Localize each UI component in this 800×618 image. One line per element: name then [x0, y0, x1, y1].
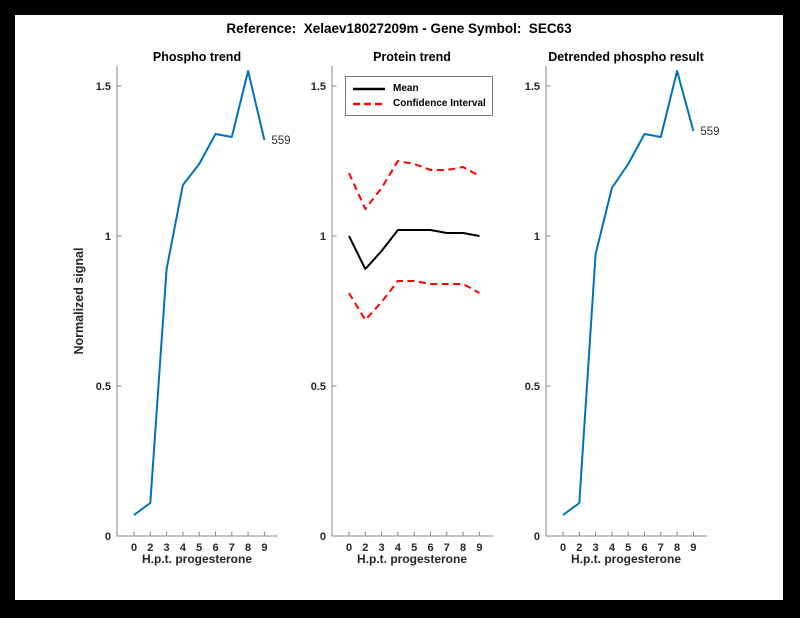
legend-item-mean: Mean — [352, 81, 492, 96]
figure-canvas: 0 0.5 1 1.5 0 2 3 4 5 6 7 8 9 559 0 0.5 1 1.5 0 2 3 4 5 6 7 8 9 0 0.… — [15, 15, 783, 600]
x-tick-label: 7 — [229, 542, 235, 554]
x-tick-label: 5 — [625, 542, 631, 554]
x-tick-label: 5 — [411, 542, 417, 554]
x-tick-label: 9 — [476, 542, 482, 554]
x-tick-label: 3 — [164, 542, 170, 554]
chart-title-protein-trend: Protein trend — [373, 50, 451, 64]
x-axis-label-1: H.p.t. progesterone — [141, 552, 252, 566]
x-tick-label: 4 — [180, 542, 187, 554]
series-end-label: 559 — [271, 135, 290, 147]
mean-line-swatch — [353, 87, 385, 90]
y-tick-label: 0.5 — [311, 381, 326, 393]
x-tick-label: 7 — [444, 542, 450, 554]
x-tick-label: 9 — [690, 542, 696, 554]
phospho-signal-line — [133, 70, 266, 516]
confidence-interval-line-swatch — [353, 102, 385, 105]
x-tick-label: 0 — [131, 542, 137, 554]
plot-area-1: 00.511.50 2 3 4 5 6 7 8 9 — [311, 66, 493, 554]
legend-label-confidence-interval: Confidence Interval — [393, 98, 486, 109]
y-tick-label: 0.5 — [525, 381, 540, 393]
y-tick-label: 1.5 — [311, 81, 326, 93]
x-tick-label: 8 — [460, 542, 466, 554]
y-tick-label: 1 — [320, 231, 326, 243]
y-tick-label: 0.5 — [96, 381, 111, 393]
x-axis-label-2: H.p.t. progesterone — [356, 552, 467, 566]
x-tick-label: 4 — [395, 542, 402, 554]
x-tick-label: 0 — [346, 542, 352, 554]
chart-title-detrended-phospho: Detrended phospho result — [548, 50, 704, 64]
x-tick-label: 6 — [212, 542, 218, 554]
x-tick-label: 2 — [576, 542, 582, 554]
x-tick-label: 0 — [560, 542, 566, 554]
x-tick-label: 8 — [245, 542, 251, 554]
y-tick-label: 1 — [534, 231, 540, 243]
x-tick-label: 6 — [427, 542, 433, 554]
ci-lower-line — [348, 280, 480, 321]
y-tick-label: 1.5 — [525, 81, 540, 93]
x-tick-label: 4 — [609, 542, 616, 554]
mean-line — [348, 229, 480, 270]
y-tick-label: 1 — [105, 231, 111, 243]
legend-label-mean: Mean — [393, 83, 419, 94]
y-tick-label: 0 — [320, 531, 326, 543]
legend-item-confidence-interval: Confidence Interval — [352, 96, 492, 111]
x-tick-label: 7 — [658, 542, 664, 554]
series-end-label: 559 — [700, 126, 719, 138]
x-tick-label: 8 — [674, 542, 680, 554]
y-tick-label: 0 — [534, 531, 540, 543]
ci-upper-line — [348, 160, 480, 210]
x-tick-label: 6 — [641, 542, 647, 554]
x-tick-label: 5 — [196, 542, 202, 554]
x-tick-label: 3 — [593, 542, 599, 554]
x-axis-label-3: H.p.t. progesterone — [570, 552, 681, 566]
chart-title-phospho-trend: Phospho trend — [152, 50, 242, 64]
x-tick-label: 2 — [147, 542, 153, 554]
legend-box: Mean Confidence Interval — [345, 76, 493, 116]
x-tick-label: 3 — [379, 542, 385, 554]
y-tick-label: 1.5 — [96, 81, 111, 93]
y-tick-label: 0 — [105, 531, 111, 543]
x-tick-label: 9 — [261, 542, 267, 554]
detrended-phospho-signal-line — [562, 70, 695, 516]
x-tick-label: 2 — [362, 542, 368, 554]
figure-title: Reference: Xelaev18027209m - Gene Symbol… — [226, 21, 572, 36]
y-axis-label: Normalized signal — [72, 247, 86, 355]
